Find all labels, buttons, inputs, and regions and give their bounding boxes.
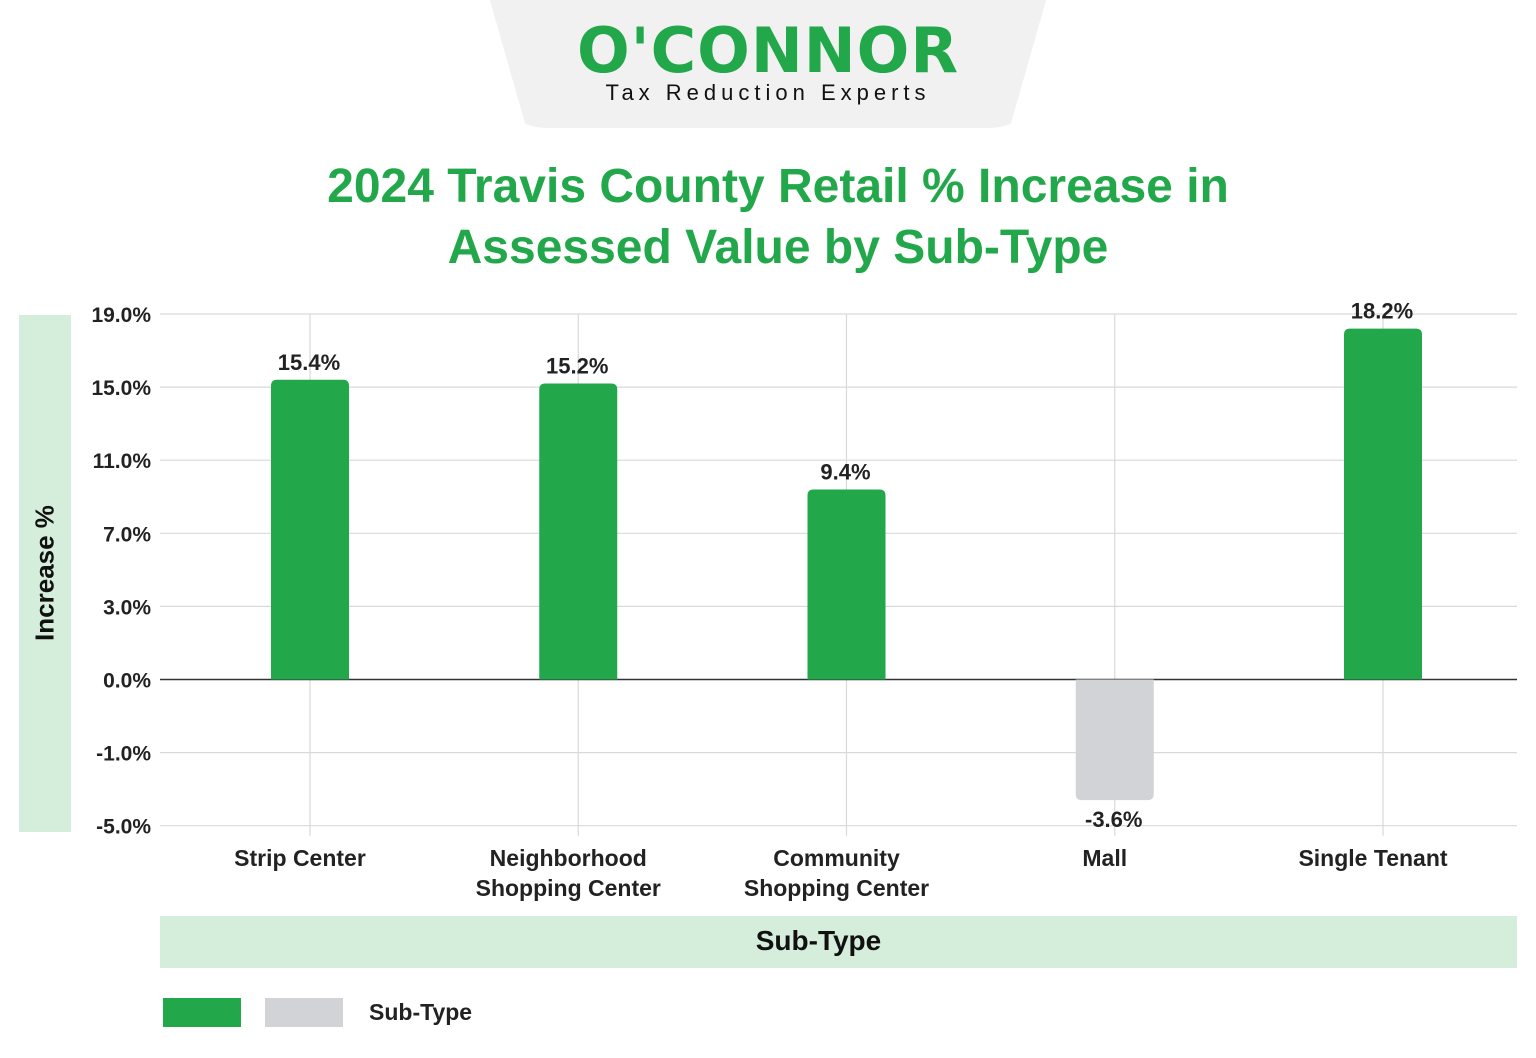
logo-tagline: Tax Reduction Experts: [605, 80, 931, 105]
data-label: 15.4%: [278, 350, 340, 375]
y-tick-label: 0.0%: [103, 670, 151, 693]
logo-background: [487, 0, 1049, 128]
bar-single-tenant: [1344, 328, 1422, 680]
bar-mall: [1075, 679, 1154, 801]
x-tick-label: Single Tenant: [1298, 845, 1447, 871]
y-tick-label: 7.0%: [103, 523, 151, 546]
legend-swatch-negative: [265, 998, 343, 1027]
data-label: 18.2%: [1351, 299, 1413, 324]
x-tick-label: Shopping Center: [476, 875, 661, 901]
x-axis-label-band: [160, 916, 1517, 968]
legend: Sub-Type: [163, 998, 472, 1027]
data-label: 9.4%: [820, 459, 870, 484]
x-tick-label: Neighborhood: [490, 845, 647, 871]
y-tick-label: -5.0%: [96, 816, 151, 839]
data-label: -3.6%: [1085, 807, 1142, 832]
bar-neighborhood-shopping-center: [539, 383, 618, 680]
x-axis-label: Sub-Type: [755, 925, 882, 956]
y-axis-label-band: [19, 315, 71, 832]
legend-swatch-positive: [163, 998, 241, 1027]
y-tick-label: 15.0%: [91, 377, 151, 400]
y-tick-label: 11.0%: [93, 450, 152, 473]
logo-wordmark: O'CONNOR: [576, 14, 960, 87]
x-tick-label: Community: [773, 845, 900, 871]
bar-strip-center: [271, 379, 349, 680]
y-tick-label: -1.0%: [96, 743, 151, 766]
x-tick-label: Mall: [1082, 845, 1127, 871]
y-tick-label: 3.0%: [103, 596, 151, 619]
bar-community-shopping-center: [807, 489, 886, 680]
x-tick-label: Shopping Center: [744, 875, 929, 901]
chart-title: 2024 Travis County Retail % Increase in …: [327, 160, 1229, 274]
y-tick-label: 19.0%: [91, 304, 151, 327]
x-tick-label: Strip Center: [234, 845, 366, 871]
data-label: 15.2%: [546, 353, 608, 378]
legend-label: Sub-Type: [369, 999, 473, 1025]
